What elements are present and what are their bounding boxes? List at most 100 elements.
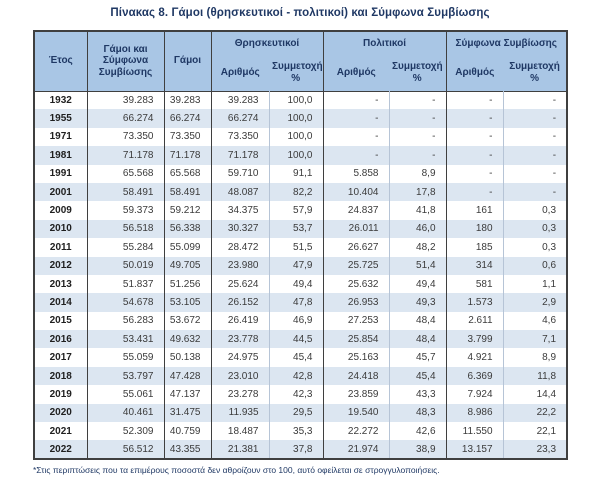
value-cell: 30.327 [210,219,269,239]
value-cell: 10.404 [322,182,389,202]
value-cell: 52.309 [86,422,164,441]
value-cell: 23.778 [210,330,269,349]
value-cell: 100,0 [268,91,323,110]
year-cell: 2014 [49,296,72,308]
value-cell: 25.632 [322,274,389,294]
value-cell: 66.274 [210,109,269,128]
table-row: 2019 55.061 47.137 23.278 42,3 23.859 43,3 7.92… [34,385,568,404]
table-row: 2020 40.461 31.475 11.935 29,5 19.540 48,3 8.98… [34,403,568,423]
value-cell: 3.799 [445,330,504,349]
sub-header-civil-number: Αριθμός [322,55,389,91]
value-cell: 59.373 [86,201,164,220]
value-cell: 43.355 [163,440,211,459]
value-cell: 47,8 [268,293,323,312]
value-cell: 26.011 [322,219,389,239]
value-cell: 0,3 [502,219,568,239]
value-cell: 38,9 [388,440,447,459]
value-cell: 50.138 [163,348,211,367]
value-cell: 55.284 [86,238,164,257]
value-cell: 54.678 [86,293,164,312]
value-cell: 55.059 [86,348,164,367]
percent-sign: % [530,72,539,84]
value-cell: 35,3 [268,422,323,441]
value-cell: 65.568 [86,164,164,183]
value-cell: 180 [445,219,504,239]
share-label: Συμμετοχή [509,60,560,72]
value-cell: 28.472 [210,238,269,257]
value-cell: 44,5 [268,330,323,349]
table-row: 2014 54.678 53.105 26.152 47,8 26.953 49,3 1.57… [34,293,568,312]
footnote: *Στις περιπτώσεις που τα επιμέρους ποσοσ… [33,465,440,475]
year-cell: 2016 [49,333,72,345]
value-cell: - [445,146,504,165]
table-row: 2011 55.284 55.099 28.472 51,5 26.627 48,2 185 0… [34,238,568,257]
value-cell: 25.163 [322,348,389,367]
share-label: Συμμετοχή [392,60,443,72]
table-row: 1932 39.283 39.283 39.283 100,0- - - - [34,91,568,110]
value-cell: 25.624 [210,274,269,294]
value-cell: 8.986 [445,403,504,423]
value-cell: 5.858 [322,164,389,183]
value-cell: 161 [445,201,504,220]
value-cell: 17,8 [388,182,447,202]
value-cell: 1.573 [445,293,504,312]
year-cell: 2009 [49,205,72,217]
value-cell: 82,2 [268,182,323,202]
value-cell: 11.550 [445,422,504,441]
value-cell: - [322,109,389,128]
value-cell: 26.419 [210,311,269,331]
value-cell: - [502,164,568,183]
value-cell: 23.010 [210,366,269,386]
value-cell: 91,1 [268,164,323,183]
table-row: 1955 66.274 66.274 66.274 100,0- - - - [34,109,568,128]
table-title: Πίνακας 8. Γάμοι (θρησκευτικοί - πολιτικ… [110,7,490,19]
value-cell: 39.283 [210,91,269,110]
value-cell: 46,0 [388,219,447,239]
value-cell: 24.975 [210,348,269,367]
value-cell: 46,9 [268,311,323,331]
year-cell: 2001 [49,186,72,198]
value-cell: 581 [445,274,504,294]
value-cell: 66.274 [86,109,164,128]
table-row: 2016 53.431 49.632 23.778 44,5 25.854 48,4 3.79… [34,330,568,349]
value-cell: - [445,91,504,110]
value-cell: 53.797 [86,366,164,386]
value-cell: 23.980 [210,256,269,275]
value-cell: 48,2 [388,238,447,257]
value-cell: 21.974 [322,440,389,459]
value-cell: 42,8 [268,366,323,386]
value-cell: 49.632 [163,330,211,349]
col-header-marriages: Γάμοι [163,31,211,91]
table-row: 2015 56.283 53.672 26.419 46,9 27.253 48,4 2.61… [34,311,568,331]
value-cell: 49,4 [388,274,447,294]
value-cell: 42,6 [388,422,447,441]
table-row: 2009 59.373 59.212 34.375 57,9 24.837 41,8 161 0… [34,201,568,220]
value-cell: 59.212 [163,201,211,220]
value-cell: 26.953 [322,293,389,312]
year-cell: 2022 [49,443,72,455]
sub-header-cohabitation-number: Αριθμός [445,55,504,91]
value-cell: 25.725 [322,256,389,275]
header-row-subcolumns: Αριθμός Συμμετοχή % Αριθμός Συμμετοχή % … [34,55,568,91]
sub-header-civil-share: Συμμετοχή % [389,55,447,91]
value-cell: 55.061 [86,385,164,404]
year-cell: 2018 [49,370,72,382]
value-cell: 51.837 [86,274,164,294]
percent-sign: % [291,72,301,84]
value-cell: 65.568 [163,164,211,183]
value-cell: 34.375 [210,201,269,220]
value-cell: 48,4 [388,330,447,349]
value-cell: - [388,127,447,147]
value-cell: 73.350 [86,127,164,147]
table-row: 2017 55.059 50.138 24.975 45,4 25.163 45,7 4.92… [34,348,568,367]
year-cell: 1991 [49,168,72,180]
value-cell: 53.672 [163,311,211,331]
value-cell: 40.461 [86,403,164,423]
year-cell: 2011 [49,241,72,253]
value-cell: 49.705 [163,256,211,275]
value-cell: 100,0 [268,146,323,165]
value-cell: 50.019 [86,256,164,275]
value-cell: 39.283 [163,91,211,110]
table-header: Έτος Γάμοι και Σύμφωνα Συμβίωσης Γάμοι Θ… [34,31,568,91]
